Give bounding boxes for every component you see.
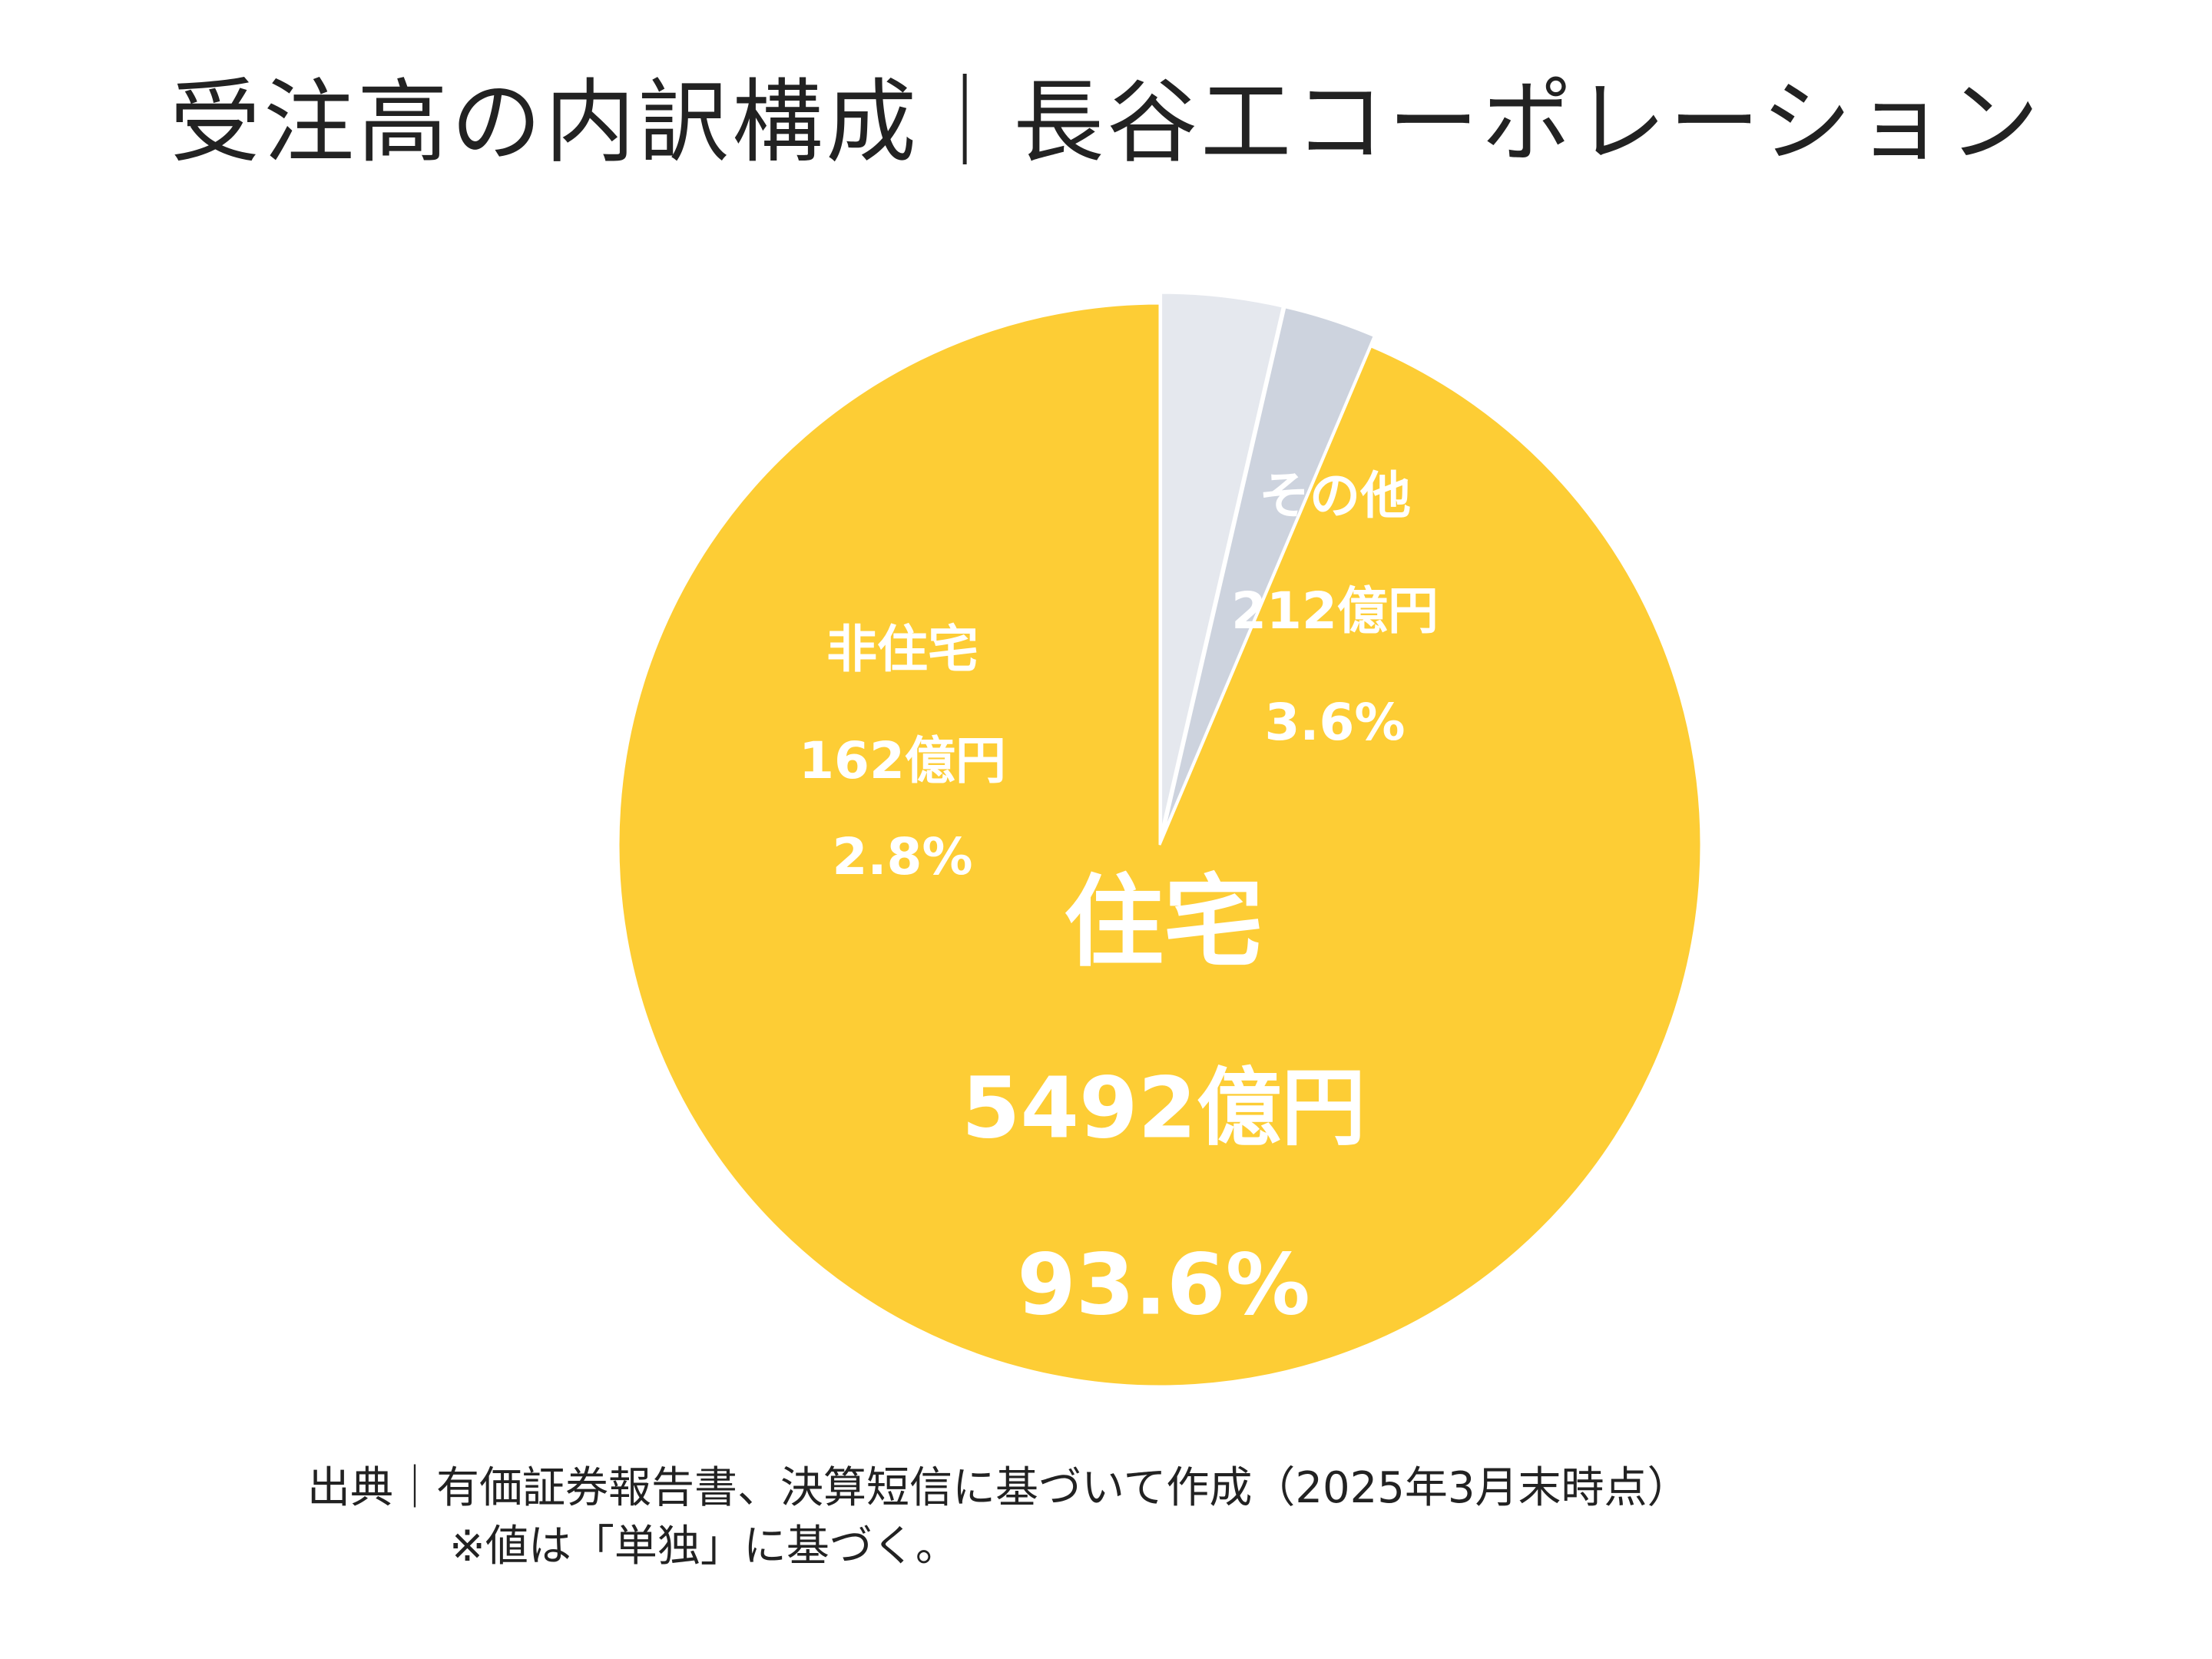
slice-1-amount-label: 5492億円 xyxy=(962,1058,1366,1157)
slice-2-percent-label: 2.8% xyxy=(832,827,972,886)
slice-1-percent-label: 93.6% xyxy=(1017,1235,1310,1333)
slice-2-name-label: 非住宅 xyxy=(826,620,979,679)
pie-labels: 住宅 5492億円 93.6% 非住宅 162億円 2.8% その他 212億円 3.6% xyxy=(799,466,1439,1333)
slice-3-percent-label: 3.6% xyxy=(1264,693,1405,752)
pie-slice-2 xyxy=(1161,305,1376,836)
slice-2-amount-label: 162億円 xyxy=(799,731,1006,790)
slice-3-name-label: その他 xyxy=(1259,466,1411,525)
source-line: 出典｜有価証券報告書、決算短信に基づいて作成（2025年3月末時点） xyxy=(307,1463,1690,1513)
slice-1-name-label: 住宅 xyxy=(1064,864,1263,981)
source-note: 出典｜有価証券報告書、決算短信に基づいて作成（2025年3月末時点） ※値は「単… xyxy=(307,1459,1690,1575)
pie-slice-3 xyxy=(1160,291,1285,835)
pie-slices xyxy=(617,291,1703,1388)
slice-3-amount-label: 212億円 xyxy=(1231,581,1439,641)
chart-title: 受注高の内訳構成｜長谷工コーポレーション xyxy=(170,69,2042,175)
source-footnote: ※値は「単独」に基づく。 xyxy=(449,1521,959,1571)
pie-slice-1 xyxy=(617,302,1703,1388)
